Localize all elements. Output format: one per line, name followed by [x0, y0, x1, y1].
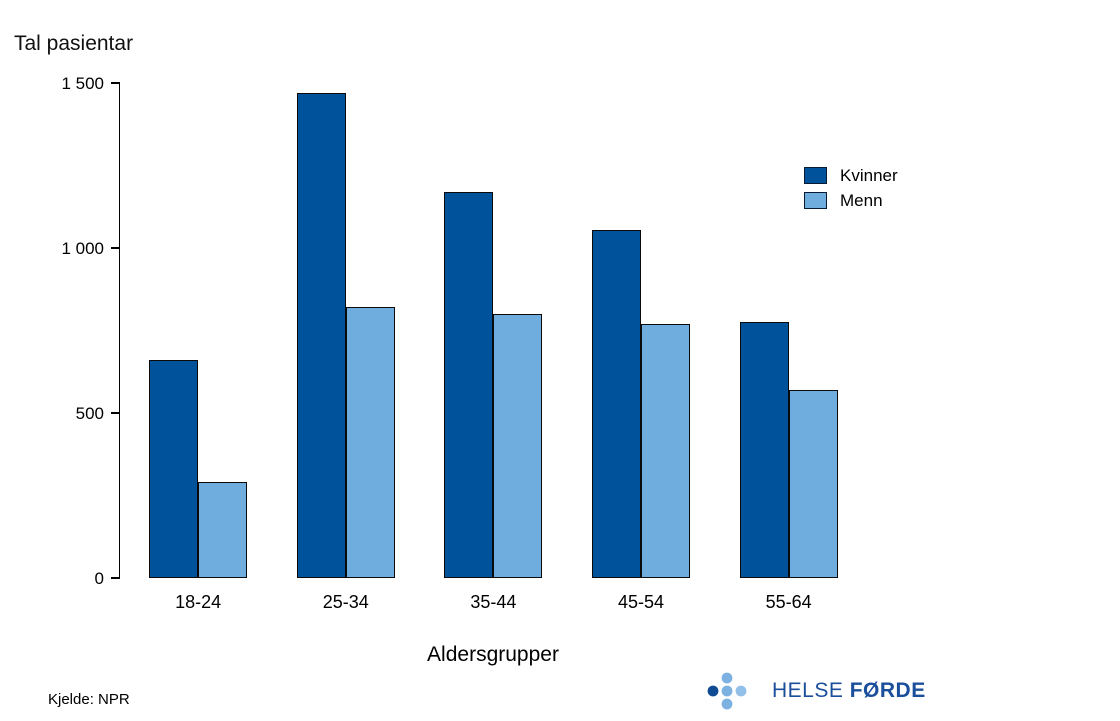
y-tick-label: 1 000: [61, 238, 104, 258]
x-tick-label-25-34: 25-34: [322, 592, 369, 612]
x-tick-label-18-24: 18-24: [175, 592, 222, 612]
logo-dot-left: [707, 685, 719, 697]
logo-text-bold: FØRDE: [849, 679, 926, 702]
x-tick-label-35-44: 35-44: [470, 592, 517, 612]
legend: Kvinner Menn: [804, 163, 898, 213]
bar-menn-55-64: [788, 389, 838, 578]
y-tick-mark: [111, 412, 120, 414]
y-tick-mark: [111, 247, 120, 249]
logo-dot-bottom: [721, 698, 733, 710]
bar-kvinner-25-34: [296, 92, 346, 578]
helse-forde-logo: HELSE FØRDE: [698, 663, 926, 719]
source-label: Kjelde: NPR: [48, 691, 130, 708]
legend-swatch-menn: [804, 192, 827, 209]
logo-text: HELSE FØRDE: [772, 679, 926, 703]
logo-dots-icon: [707, 672, 747, 710]
logo-dot-right: [735, 685, 747, 697]
x-tick-label-45-54: 45-54: [617, 592, 665, 612]
y-tick-mark: [111, 577, 120, 579]
y-tick-label: 1 500: [61, 73, 104, 93]
legend-item-kvinner: Kvinner: [804, 163, 898, 188]
y-axis-line: [118, 82, 120, 579]
bar-kvinner-18-24: [149, 360, 199, 578]
x-axis-title: Aldersgrupper: [427, 643, 559, 666]
bar-menn-45-54: [641, 323, 690, 578]
y-tick-label: 500: [75, 403, 104, 423]
bar-kvinner-35-44: [444, 191, 494, 578]
bar-kvinner-45-54: [592, 229, 641, 578]
logo-dot-top: [721, 672, 733, 684]
logo-dot-center: [721, 685, 733, 697]
bar-menn-35-44: [493, 314, 543, 578]
bar-menn-18-24: [198, 482, 248, 578]
legend-label: Menn: [840, 190, 883, 210]
bar-kvinner-55-64: [739, 322, 789, 578]
y-tick-mark: [111, 82, 120, 84]
legend-swatch-kvinner: [804, 167, 827, 184]
logo-text-regular: HELSE: [772, 679, 844, 702]
bar-menn-25-34: [345, 307, 395, 578]
y-tick-label: 0: [94, 568, 104, 588]
x-tick-label-55-64: 55-64: [765, 592, 812, 612]
legend-label: Kvinner: [840, 165, 898, 185]
legend-item-menn: Menn: [804, 188, 898, 213]
chart-title: Tal pasientar: [14, 32, 134, 55]
